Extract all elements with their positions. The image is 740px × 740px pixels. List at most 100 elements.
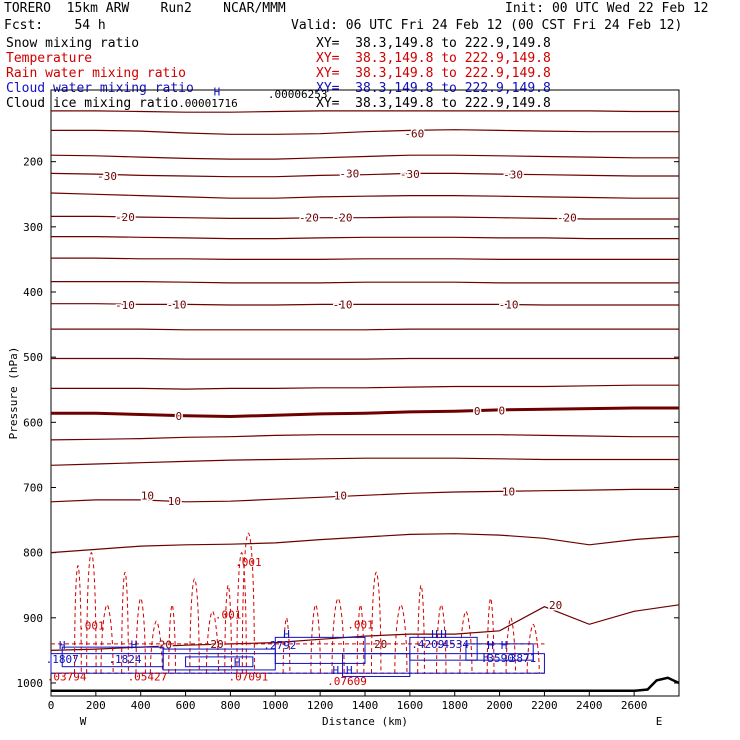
east-label: E (656, 715, 663, 728)
rain-contour (86, 552, 97, 674)
rain-contour (189, 578, 200, 674)
isotherm-label: 20 (549, 599, 562, 612)
isotherm-line (50, 457, 679, 466)
cloud-water-value-label: .4534 (436, 638, 469, 651)
high-marker: H (440, 628, 447, 641)
x-tick-label: 1800 (441, 699, 468, 712)
rain-value-label: .001 (78, 620, 105, 633)
isotherm-label: 10 (168, 495, 181, 508)
legend-cloud-ice-xy: XY= 38.3,149.8 to 222.9,149.8 (316, 96, 551, 111)
high-marker: H (431, 628, 438, 641)
rain-value-label: .07091 (228, 670, 268, 683)
isotherm-line (50, 533, 680, 554)
y-tick-label: 800 (23, 547, 43, 560)
header-valid: Valid: 06 UTC Fri 24 Feb 12 (00 CST Fri … (291, 18, 683, 33)
isotherm-label: -20 (333, 212, 353, 225)
cloud-water-contour (50, 653, 545, 674)
isotherm-line (51, 357, 679, 360)
isotherm-line (51, 328, 679, 331)
cloud-water-contour (465, 643, 534, 661)
x-tick-label: 1200 (307, 699, 334, 712)
high-marker: H (501, 639, 508, 652)
legend-temperature-name: Temperature (6, 51, 93, 66)
x-tick-label: 2200 (531, 699, 558, 712)
rain-contour (241, 532, 255, 674)
isotherm-label: 10 (502, 485, 515, 498)
isotherm-line (51, 110, 679, 113)
y-tick-label: 500 (23, 351, 43, 364)
high-marker: H (333, 664, 340, 677)
high-marker: H (59, 639, 66, 652)
rain-value-label: .05427 (128, 670, 168, 683)
cloud-water-value-label: .4209 (411, 638, 444, 651)
isotherm-line (51, 384, 679, 390)
rain-contour (100, 604, 114, 674)
isotherm-label: -10 (333, 298, 353, 311)
isotherm-label: -30 (503, 169, 523, 182)
rain-value-label: .03794 (47, 670, 87, 683)
x-tick-label: 600 (176, 699, 196, 712)
x-tick-label: 1600 (397, 699, 424, 712)
isotherm-label: -10 (499, 298, 519, 311)
isotherm-line (51, 257, 679, 260)
y-tick-label: 1000 (17, 677, 44, 690)
y-tick-label: 400 (23, 286, 43, 299)
rain-value-label: .001 (235, 556, 262, 569)
cloud-water-contour (274, 636, 366, 664)
isotherm-line (51, 129, 679, 135)
isotherm-label: 0 (176, 410, 183, 423)
y-axis-title: Pressure (hPa) (7, 347, 20, 440)
rain-contour (135, 597, 146, 674)
legend-cloud-ice-name: Cloud ice mixing ratio (6, 96, 179, 111)
high-marker: H (234, 656, 241, 669)
isotherm-label: 10 (334, 489, 347, 502)
high-marker: H (283, 628, 290, 641)
rain-contour (394, 604, 408, 674)
isotherm-label: -20 (557, 212, 577, 225)
x-tick-label: 2400 (576, 699, 603, 712)
cloud-water-value-label: .3590 (481, 652, 514, 665)
isotherm-label: -20 (299, 212, 319, 225)
cloud-water-value-label: .1807 (46, 653, 79, 666)
isotherm-label: -20 (115, 211, 135, 224)
rain-contour (224, 584, 233, 674)
isotherm-label: -60 (404, 128, 424, 141)
x-axis-title: Distance (km) (322, 715, 408, 728)
legend-cloud-water-xy: XY= 38.3,149.8 to 222.9,149.8 (316, 81, 551, 96)
x-tick-label: 2000 (486, 699, 513, 712)
y-tick-label: 700 (23, 481, 43, 494)
snow-value-label: .00001716 (178, 97, 238, 110)
header-fcst: Fcst: 54 h (4, 18, 106, 33)
cloud-water-contour (185, 656, 254, 668)
header-model: TORERO 15km ARW Run2 NCAR/MMM (4, 1, 286, 16)
rain-contour (282, 617, 291, 674)
rain-contour (74, 565, 82, 674)
isotherm-line (50, 154, 679, 160)
rain-contour (505, 617, 516, 674)
cloud-water-value-label: .2792 (263, 639, 296, 652)
legend-rain-xy: XY= 38.3,149.8 to 222.9,149.8 (316, 66, 551, 81)
cloud-water-contour (409, 636, 478, 661)
isotherm-line (50, 172, 679, 178)
high-marker: H (487, 639, 494, 652)
terrain-line (51, 676, 680, 693)
isotherm-line (50, 488, 679, 503)
isotherm-label: 20 (210, 638, 223, 651)
rain-contour (371, 571, 382, 674)
legend-snow-name: Snow mixing ratio (6, 36, 140, 51)
isotherm-line (51, 215, 679, 220)
rain-value-label: .001 (347, 618, 374, 631)
y-tick-label: 900 (23, 612, 43, 625)
rain-contour (459, 610, 473, 674)
isotherm-label: -30 (97, 170, 117, 183)
rain-contour (236, 552, 247, 674)
isotherm-line (51, 281, 679, 284)
rain-value-label: .001 (215, 609, 242, 622)
legend-temperature-xy: XY= 38.3,149.8 to 222.9,149.8 (316, 51, 551, 66)
legend-cloud-water-name: Cloud water mixing ratio (6, 81, 194, 96)
west-label: W (80, 715, 87, 728)
isotherm-label: 0 (474, 405, 481, 418)
x-tick-label: 200 (86, 699, 106, 712)
isotherm-line (51, 236, 679, 240)
